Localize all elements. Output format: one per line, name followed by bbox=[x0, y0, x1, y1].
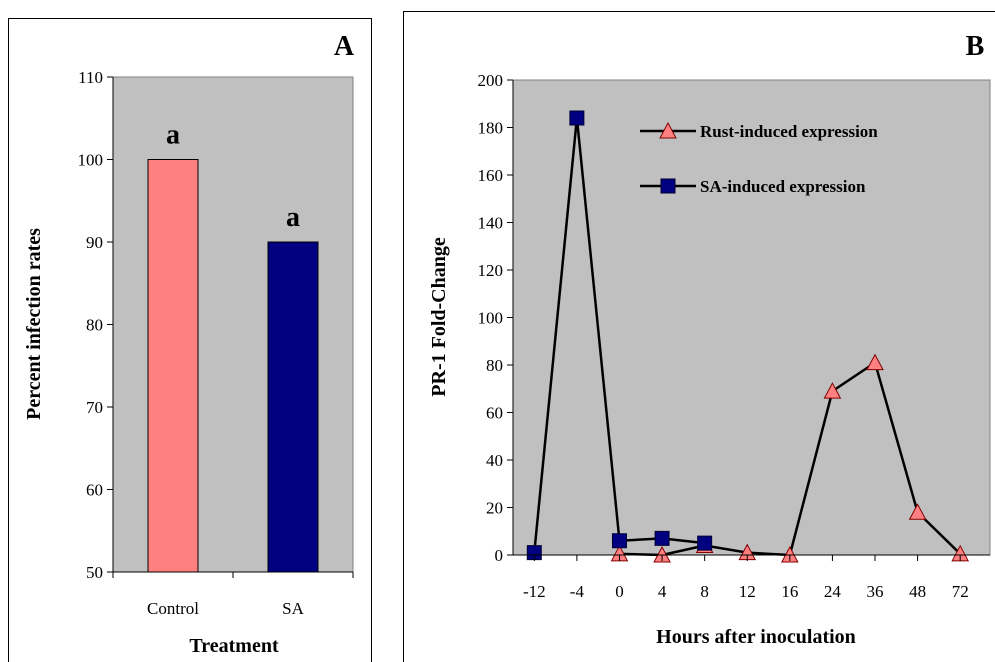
panel-a-bar-control bbox=[147, 159, 199, 573]
panel-b-x-ticks: -12 -4 0 4 8 12 16 24 36 48 72 bbox=[523, 555, 969, 601]
panel-a-bar-annotation: a bbox=[166, 120, 180, 151]
panel-b-label: B bbox=[966, 31, 985, 62]
panel-b-x-tick-label: 8 bbox=[700, 582, 709, 601]
panel-b-data-point bbox=[908, 503, 927, 520]
panel-a-bar-annotation: a bbox=[286, 202, 300, 233]
panel-b-x-tick-label: 48 bbox=[909, 582, 926, 601]
panel-b-y-tick-label: 100 bbox=[478, 309, 504, 328]
panel-b-x-axis-title: Hours after inoculation bbox=[656, 626, 856, 648]
panel-b-data-point bbox=[866, 353, 884, 371]
panel-b-y-tick-label: 200 bbox=[478, 71, 504, 90]
panel-a-y-tick-label: 100 bbox=[78, 151, 104, 170]
panel-b-x-tick-label: 12 bbox=[739, 582, 756, 601]
panel-b-data-point bbox=[823, 382, 842, 399]
panel-b-y-axis-title: PR-1 Fold-Change bbox=[428, 237, 450, 397]
panel-a-y-tick-label: 80 bbox=[86, 316, 103, 335]
panel-b-y-tick-label: 140 bbox=[478, 214, 504, 233]
panel-a-x-axis-title: Treatment bbox=[189, 635, 279, 657]
panel-b-data-point bbox=[611, 533, 627, 549]
panel-b-x-tick-label: 36 bbox=[867, 582, 884, 601]
panel-a-bars: aa bbox=[147, 120, 319, 573]
panel-b-y-tick-label: 0 bbox=[495, 546, 504, 565]
panel-b-legend: Rust-induced expression SA-induced expres… bbox=[640, 121, 878, 196]
panel-a-bar-sa bbox=[267, 241, 319, 573]
panel-a-label: A bbox=[334, 31, 355, 62]
panel-a-x-tick-label: Control bbox=[147, 599, 199, 618]
panel-b-legend-marker bbox=[660, 178, 676, 194]
panel-b-y-tick-label: 120 bbox=[478, 261, 504, 280]
panel-b-x-tick-label: -4 bbox=[570, 582, 585, 601]
panel-b-y-tick-label: 160 bbox=[478, 166, 504, 185]
panel-b-x-tick-label: 4 bbox=[658, 582, 667, 601]
panel-a-y-axis-title: Percent infection rates bbox=[23, 228, 45, 420]
panel-b-data-point bbox=[697, 535, 713, 551]
panel-b-y-ticks: 0 20 40 60 80 100 120 140 160 180 200 bbox=[478, 71, 513, 565]
panel-b-legend-label: Rust-induced expression bbox=[700, 122, 878, 141]
panel-a-y-tick-label: 110 bbox=[78, 68, 103, 87]
panel-b-y-tick-label: 20 bbox=[486, 499, 503, 518]
panel-b-y-tick-label: 40 bbox=[486, 451, 503, 470]
panel-b-data-point bbox=[654, 530, 670, 546]
panel-b-y-tick-label: 80 bbox=[486, 356, 503, 375]
panel-b-series-square bbox=[526, 110, 713, 561]
panel-b-legend-marker bbox=[659, 121, 677, 139]
panel-a-x-ticks: Control SA bbox=[112, 572, 354, 618]
panel-b-x-tick-label: 0 bbox=[615, 582, 624, 601]
panel-b-legend-label: SA-induced expression bbox=[700, 177, 866, 196]
panel-a-y-tick-label: 70 bbox=[86, 398, 103, 417]
panel-a-y-tick-label: 60 bbox=[86, 481, 103, 500]
panel-b-y-tick-label: 180 bbox=[478, 119, 504, 138]
panel-b-legend-item: Rust-induced expression bbox=[640, 121, 878, 141]
panel-a-y-ticks: 50 60 70 80 90 100 110 bbox=[78, 68, 113, 582]
panel-a-y-tick-label: 90 bbox=[86, 233, 103, 252]
panel-a-y-tick-label: 50 bbox=[86, 563, 103, 582]
panel-b-x-tick-label: -12 bbox=[523, 582, 546, 601]
panel-b-x-tick-label: 24 bbox=[824, 582, 842, 601]
panel-b-legend-item: SA-induced expression bbox=[640, 177, 866, 196]
panel-b-y-tick-label: 60 bbox=[486, 404, 503, 423]
panel-a-x-tick-label: SA bbox=[282, 599, 304, 618]
panel-b-data-point bbox=[569, 110, 585, 126]
panel-b-x-tick-label: 16 bbox=[781, 582, 798, 601]
panel-b-x-tick-label: 72 bbox=[952, 582, 969, 601]
panel-b-plot-area bbox=[512, 79, 991, 556]
